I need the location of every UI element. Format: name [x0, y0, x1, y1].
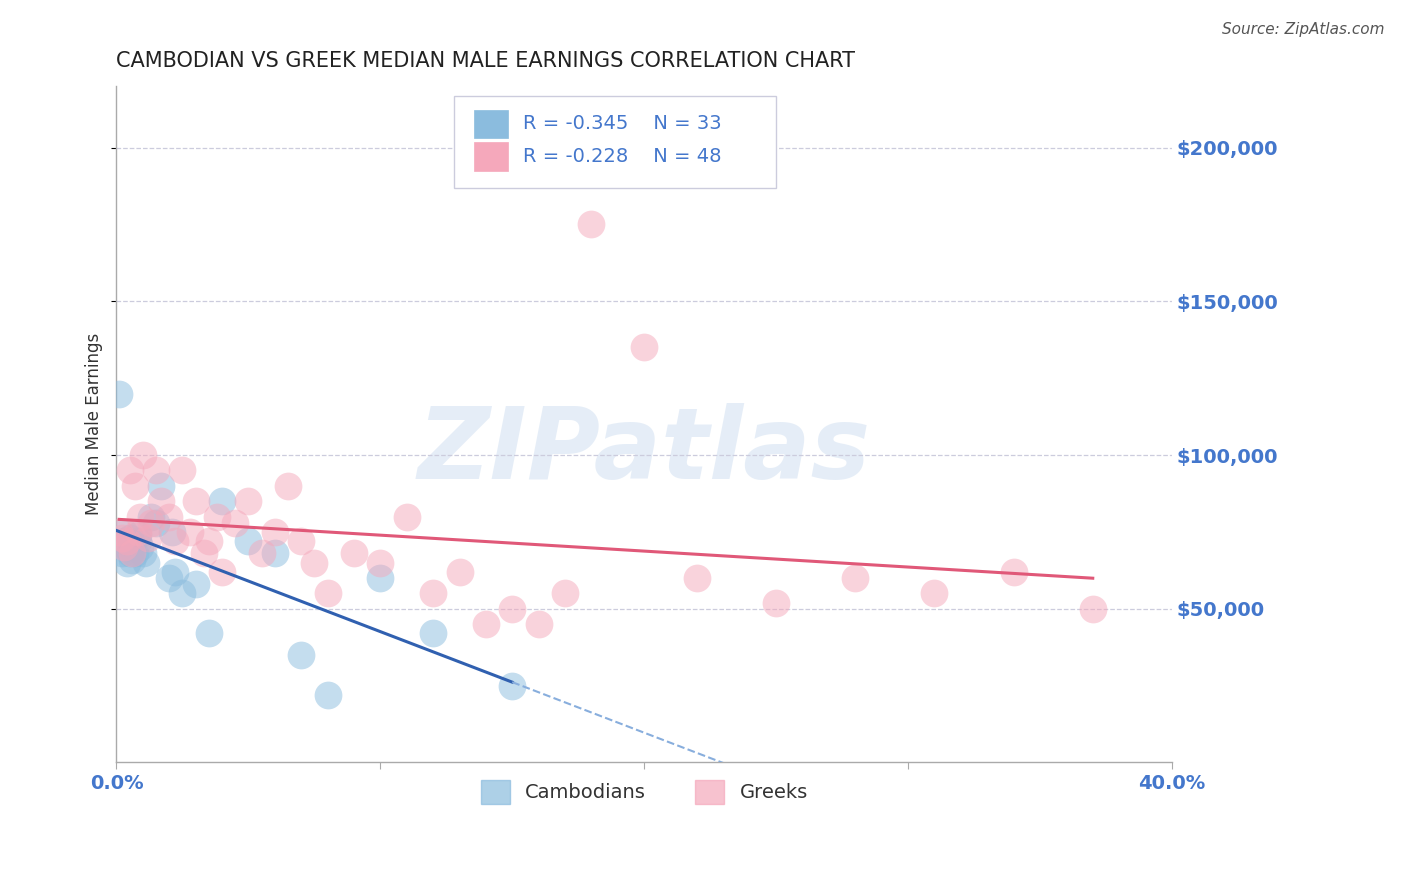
- Point: [395, 509, 418, 524]
- Point: [132, 546, 155, 560]
- Point: [211, 565, 233, 579]
- Point: [160, 524, 183, 539]
- Point: [238, 494, 260, 508]
- Point: [132, 448, 155, 462]
- Point: [198, 534, 221, 549]
- Text: R = -0.345    N = 33: R = -0.345 N = 33: [523, 114, 721, 134]
- Point: [163, 534, 186, 549]
- Point: [124, 546, 146, 560]
- Point: [250, 546, 273, 560]
- Point: [111, 531, 134, 545]
- FancyBboxPatch shape: [454, 96, 776, 187]
- Point: [111, 546, 134, 560]
- Point: [290, 534, 312, 549]
- Point: [112, 541, 135, 555]
- Point: [118, 463, 141, 477]
- Point: [118, 546, 141, 560]
- Point: [290, 648, 312, 662]
- Point: [224, 516, 246, 530]
- Point: [501, 601, 523, 615]
- Point: [343, 546, 366, 560]
- Point: [238, 534, 260, 549]
- Point: [112, 534, 135, 549]
- Point: [172, 586, 194, 600]
- Point: [118, 531, 141, 545]
- Point: [370, 571, 392, 585]
- Point: [211, 494, 233, 508]
- Text: R = -0.228    N = 48: R = -0.228 N = 48: [523, 147, 721, 166]
- Y-axis label: Median Male Earnings: Median Male Earnings: [86, 334, 103, 516]
- Point: [124, 479, 146, 493]
- Text: Source: ZipAtlas.com: Source: ZipAtlas.com: [1222, 22, 1385, 37]
- Point: [115, 556, 138, 570]
- Legend: Cambodians, Greeks: Cambodians, Greeks: [471, 771, 817, 814]
- Point: [501, 679, 523, 693]
- Point: [370, 556, 392, 570]
- Point: [316, 688, 339, 702]
- Point: [134, 556, 156, 570]
- Point: [163, 565, 186, 579]
- Point: [475, 617, 498, 632]
- Point: [150, 479, 173, 493]
- Point: [115, 541, 138, 555]
- Point: [844, 571, 866, 585]
- FancyBboxPatch shape: [474, 142, 508, 170]
- Text: CAMBODIAN VS GREEK MEDIAN MALE EARNINGS CORRELATION CHART: CAMBODIAN VS GREEK MEDIAN MALE EARNINGS …: [117, 51, 855, 70]
- Point: [157, 571, 180, 585]
- Point: [581, 218, 603, 232]
- Text: ZIPatlas: ZIPatlas: [418, 403, 870, 500]
- Point: [150, 494, 173, 508]
- Point: [121, 552, 143, 566]
- FancyBboxPatch shape: [474, 110, 508, 138]
- Point: [304, 556, 326, 570]
- Point: [179, 524, 201, 539]
- Point: [633, 341, 655, 355]
- Point: [193, 546, 215, 560]
- Point: [172, 463, 194, 477]
- Point: [145, 516, 167, 530]
- Point: [115, 534, 138, 549]
- Point: [145, 463, 167, 477]
- Point: [121, 546, 143, 560]
- Point: [139, 509, 162, 524]
- Point: [554, 586, 576, 600]
- Point: [924, 586, 946, 600]
- Point: [108, 524, 131, 539]
- Point: [136, 531, 159, 545]
- Point: [1081, 601, 1104, 615]
- Point: [263, 546, 285, 560]
- Point: [108, 386, 131, 401]
- Point: [129, 541, 152, 555]
- Point: [316, 586, 339, 600]
- Point: [449, 565, 471, 579]
- Point: [422, 626, 444, 640]
- Point: [129, 509, 152, 524]
- Point: [127, 524, 149, 539]
- Point: [184, 494, 207, 508]
- Point: [127, 528, 149, 542]
- Point: [1002, 565, 1025, 579]
- Point: [112, 524, 135, 539]
- Point: [157, 509, 180, 524]
- Point: [205, 509, 228, 524]
- Point: [198, 626, 221, 640]
- Point: [184, 577, 207, 591]
- Point: [765, 596, 787, 610]
- Point: [422, 586, 444, 600]
- Point: [139, 516, 162, 530]
- Point: [127, 534, 149, 549]
- Point: [263, 524, 285, 539]
- Point: [527, 617, 550, 632]
- Point: [277, 479, 299, 493]
- Point: [686, 571, 709, 585]
- Point: [121, 537, 143, 551]
